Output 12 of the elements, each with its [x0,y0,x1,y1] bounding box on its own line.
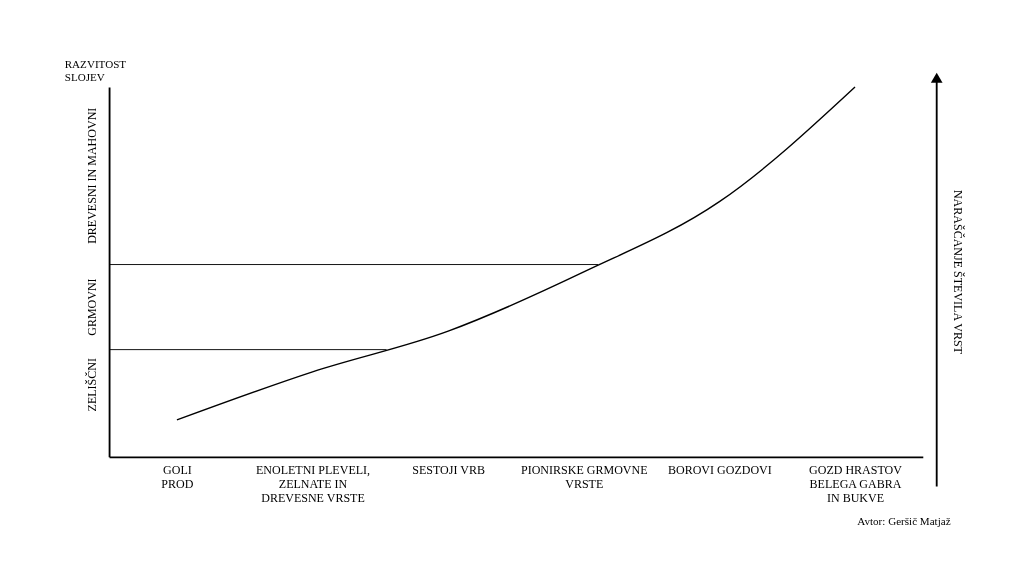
text: DREVESNI IN MAHOVNI [85,107,100,244]
text: Avtor: Geršič Matjaž [857,515,951,528]
text: ZELIŠČNI [85,358,100,412]
x-tick-label: GOZD HRASTOV BELEGA GABRA IN BUKVE [809,462,903,505]
text: GRMOVNI [85,278,100,336]
x-tick-label: BOROVI GOZDOVI [667,462,772,477]
x-tick-label: GOLI PROD [161,462,194,491]
x-tick-label: SESTOJI VRB [412,462,485,477]
x-tick-label: PIONIRSKE GRMOVNE VRSTE [520,462,648,491]
x-tick-label: ENOLETNI PLEVELI, ZELNATE IN DREVESNE VRSTE [255,462,371,505]
y-axis-title: RAZVITOST SLOJEV [64,57,127,83]
y2-axis-title: NARAŠČANJE ŠTEVILA VRST [951,189,966,355]
